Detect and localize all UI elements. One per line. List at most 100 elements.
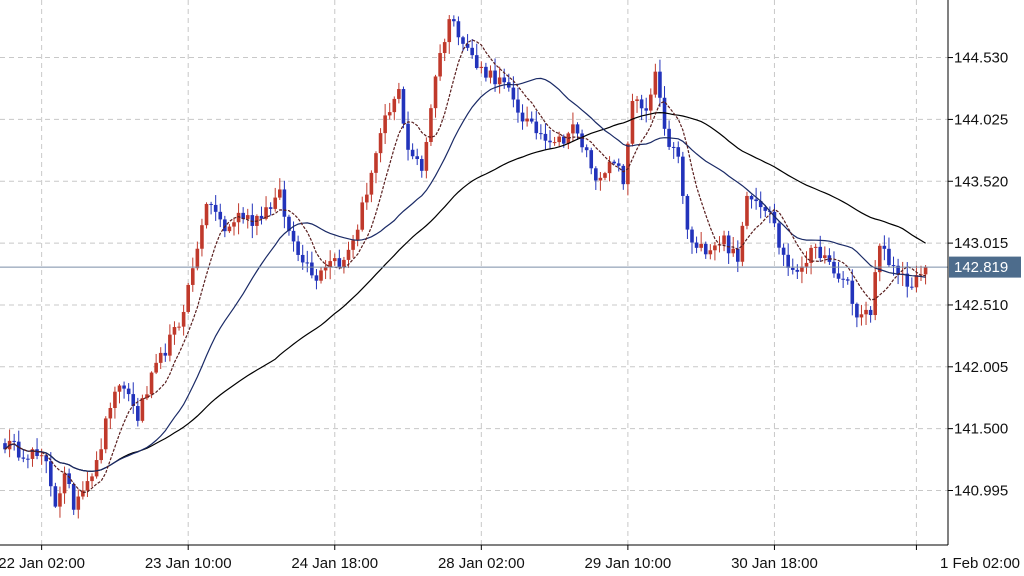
candle-body xyxy=(644,108,648,111)
candle-body xyxy=(484,66,488,78)
candle-body xyxy=(71,484,76,510)
candle-body xyxy=(424,141,429,171)
candle-body xyxy=(236,212,241,223)
candle-body xyxy=(35,449,39,456)
candle-body xyxy=(708,250,713,255)
candle-body xyxy=(635,99,639,101)
candle-body xyxy=(369,172,374,195)
candle-body xyxy=(745,195,749,226)
candle-body xyxy=(740,225,745,262)
candle-body xyxy=(365,194,369,203)
x-tick-label: 28 Jan 02:00 xyxy=(438,555,525,572)
candle-body xyxy=(474,55,479,69)
candle-body xyxy=(653,71,658,95)
candle-body xyxy=(520,112,525,122)
candle-body xyxy=(44,455,49,462)
candle-body xyxy=(76,496,81,510)
candle-body xyxy=(571,124,575,134)
candle-body xyxy=(786,254,790,268)
candle-body xyxy=(319,270,323,281)
candle-body xyxy=(117,385,122,392)
candle-body xyxy=(259,215,264,219)
candle-body xyxy=(200,225,204,249)
candle-body xyxy=(145,394,149,399)
candle-body xyxy=(177,326,181,328)
x-tick-label: 24 Jan 18:00 xyxy=(291,555,378,572)
y-tick-label: 140.995 xyxy=(954,483,1008,500)
candle-body xyxy=(401,89,406,124)
candle-body xyxy=(433,76,438,109)
candle-body xyxy=(855,303,859,318)
candle-body xyxy=(392,98,397,113)
candle-body xyxy=(557,136,561,143)
candle-body xyxy=(282,189,287,217)
candle-body xyxy=(795,269,800,272)
candle-body xyxy=(250,215,255,226)
candle-body xyxy=(245,215,250,219)
candle-body xyxy=(694,242,699,248)
candle-body xyxy=(3,443,7,450)
plot-background xyxy=(0,0,948,545)
y-tick-label: 143.015 xyxy=(954,235,1008,252)
candle-body xyxy=(800,266,804,272)
candle-body xyxy=(227,226,232,232)
y-tick-label: 142.510 xyxy=(954,297,1008,314)
candle-body xyxy=(823,255,827,259)
candle-body xyxy=(99,449,103,461)
candle-body xyxy=(516,99,520,113)
candle-body xyxy=(163,352,168,356)
candle-body xyxy=(841,278,845,280)
candle-body xyxy=(630,100,635,144)
candle-body xyxy=(291,230,296,242)
candle-body xyxy=(342,259,346,268)
candle-body xyxy=(39,455,44,457)
candle-body xyxy=(209,203,213,205)
candle-body xyxy=(809,247,813,263)
candle-body xyxy=(488,70,493,78)
candle-body xyxy=(639,99,644,109)
candle-body xyxy=(438,53,442,77)
x-tick-label: 30 Jan 18:00 xyxy=(731,555,818,572)
x-tick-label: 1 Feb 02:00 xyxy=(940,555,1020,572)
candle-body xyxy=(378,133,383,154)
candle-body xyxy=(580,133,584,148)
candle-body xyxy=(328,261,332,268)
candle-body xyxy=(21,457,26,459)
candle-body xyxy=(323,267,328,271)
candle-body xyxy=(387,112,392,116)
candles xyxy=(3,15,928,519)
y-axis-ticks: 144.530 144.025 143.520 143.015 142.510 142.0… xyxy=(948,50,1008,500)
candle-body xyxy=(850,280,855,304)
candle-body xyxy=(131,394,136,407)
candle-body xyxy=(103,418,108,450)
candle-body xyxy=(287,216,291,231)
candle-body xyxy=(781,247,786,255)
candle-body xyxy=(314,275,319,281)
candle-body xyxy=(232,222,236,227)
candle-body xyxy=(465,43,470,48)
candle-body xyxy=(772,211,777,224)
candle-body xyxy=(676,147,681,157)
candle-body xyxy=(190,268,195,285)
candle-body xyxy=(126,388,131,395)
candle-body xyxy=(832,261,836,274)
candle-body xyxy=(85,481,90,491)
candle-body xyxy=(887,248,891,266)
candle-body xyxy=(181,311,186,327)
current-price-label: 142.819 xyxy=(954,259,1008,276)
candle-body xyxy=(113,391,117,409)
x-axis-ticks: 22 Jan 02:00 23 Jan 10:00 24 Jan 18:00 28 J… xyxy=(0,545,1020,572)
candle-body xyxy=(168,334,172,356)
candle-body xyxy=(355,229,360,241)
candle-body xyxy=(81,490,85,497)
candle-body xyxy=(447,19,452,43)
candle-body xyxy=(607,161,612,174)
y-tick-label: 142.005 xyxy=(954,359,1008,376)
candle-body xyxy=(561,136,566,144)
candle-body xyxy=(273,197,278,209)
candle-body xyxy=(511,87,516,100)
candle-body xyxy=(122,385,126,389)
x-tick-label: 22 Jan 02:00 xyxy=(0,555,85,572)
candle-body xyxy=(813,246,818,248)
